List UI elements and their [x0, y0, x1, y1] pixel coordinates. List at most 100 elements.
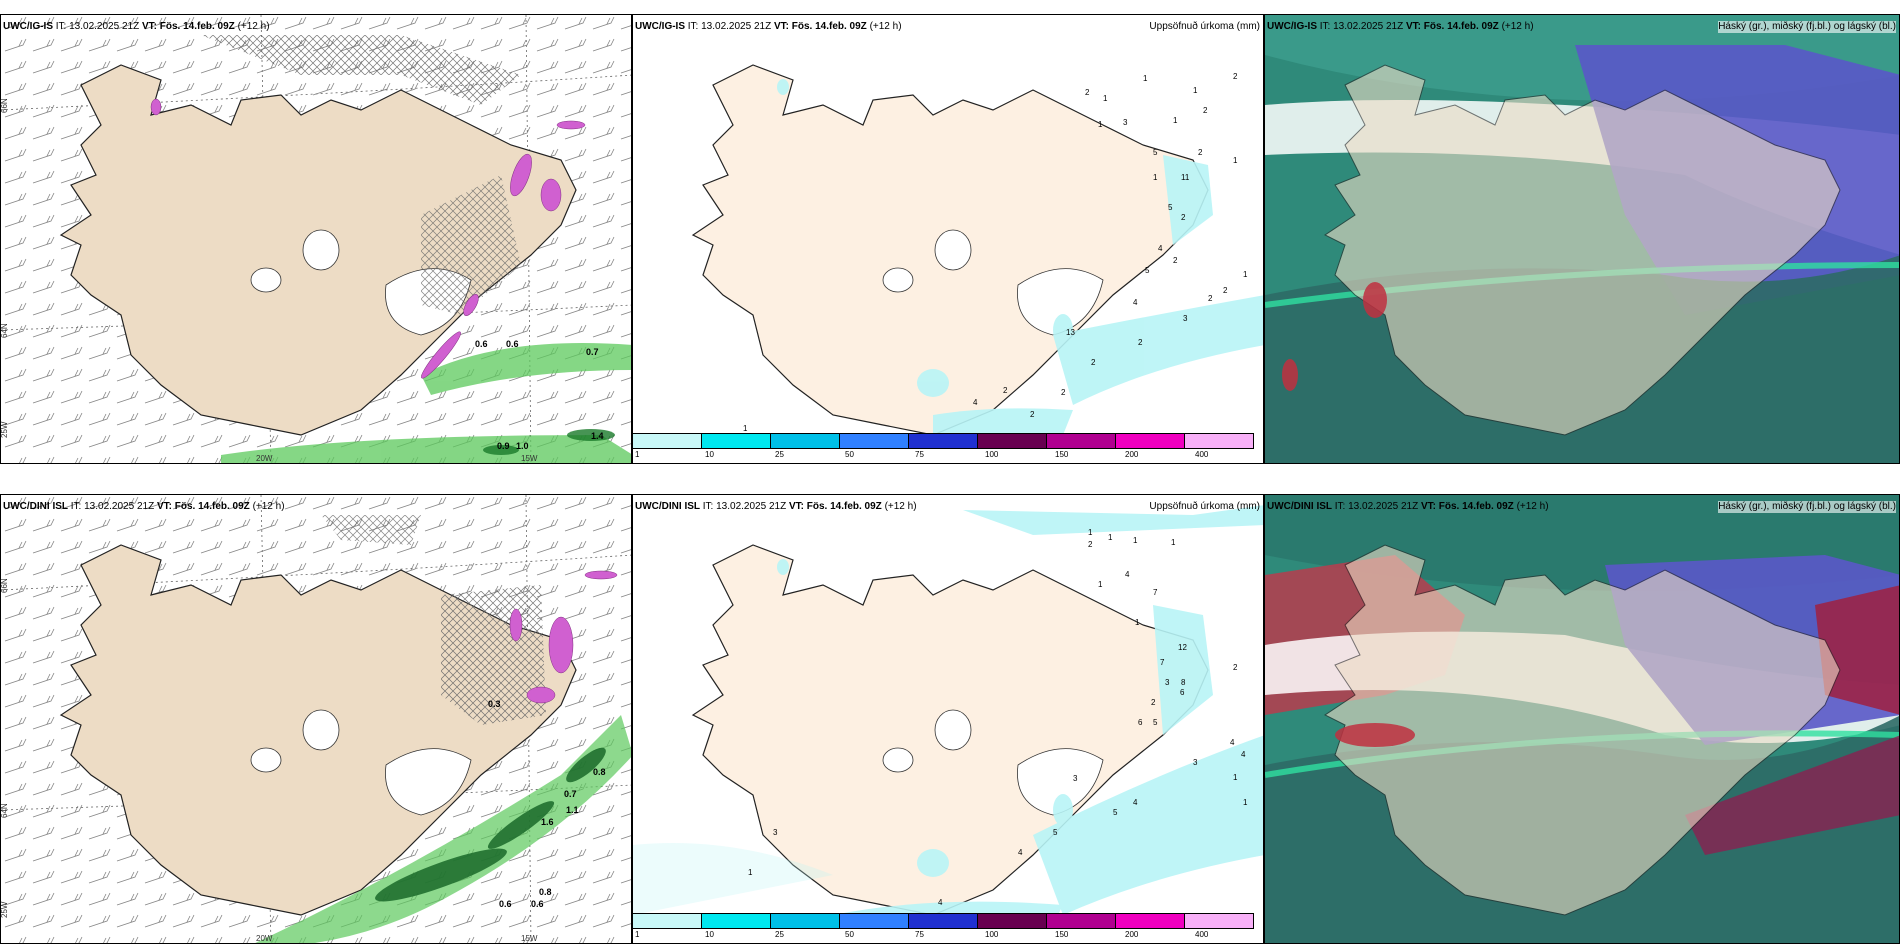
colorbar-segment — [977, 913, 1047, 929]
contour-label: 0.6 — [531, 899, 544, 909]
cloud-map-panel-bottom: UWC/DINI ISL IT: 13.02.2025 21Z VT: Fös.… — [1264, 494, 1900, 944]
colorbar-label: 10 — [705, 930, 714, 939]
colorbar-segment — [977, 433, 1047, 449]
colorbar-label: 200 — [1125, 930, 1139, 939]
svg-text:2: 2 — [1091, 358, 1096, 367]
svg-text:2: 2 — [1088, 540, 1093, 549]
colorbar-segment — [839, 433, 909, 449]
svg-text:5: 5 — [1168, 203, 1173, 212]
svg-text:20W: 20W — [256, 934, 273, 943]
iceland-landmass — [1324, 64, 1841, 436]
contour-label: 0.8 — [539, 887, 552, 897]
svg-text:4: 4 — [1125, 570, 1130, 579]
panel-header: UWC/DINI ISL IT: 13.02.2025 21Z VT: Fös.… — [1267, 501, 1549, 512]
precip-title: Uppsöfnuð úrkoma (mm) — [1149, 501, 1260, 512]
svg-text:1: 1 — [1243, 270, 1248, 279]
svg-text:3: 3 — [1123, 118, 1128, 127]
colorbar-label: 100 — [985, 930, 999, 939]
panel-header: UWC/DINI ISL IT: 13.02.2025 21Z VT: Fös.… — [3, 501, 285, 512]
contour-label: 1.6 — [541, 817, 554, 827]
contour-label: 0.7 — [586, 347, 599, 357]
svg-text:2: 2 — [1151, 698, 1156, 707]
wind-map-panel-top: 0.6 0.6 0.7 0.9 1.0 1.4 66N 64N 25W 20W … — [0, 14, 632, 464]
svg-text:7: 7 — [1160, 658, 1165, 667]
svg-text:8: 8 — [1181, 678, 1186, 687]
contour-label: 0.6 — [475, 339, 488, 349]
colorbar-label: 400 — [1195, 450, 1209, 459]
longitude-label: 20W — [256, 454, 273, 463]
colorbar-label: 25 — [775, 930, 784, 939]
latitude-label: 64N — [1, 323, 9, 338]
wind-map-panel-bottom: 0.8 0.7 1.1 1.6 0.6 0.6 0.8 0.3 66N 64N … — [0, 494, 632, 944]
contour-label: 0.6 — [499, 899, 512, 909]
contour-label: 1.0 — [516, 441, 529, 451]
svg-text:1: 1 — [1171, 538, 1176, 547]
precip-map-panel-top: 2 1 1 1 2 3 1 2 1 5 2 11 1 5 1 2 4 5 2 2… — [632, 14, 1264, 464]
colorbar: 1 10 25 50 75 100 150 200 400 — [633, 913, 1263, 939]
colorbar-label: 75 — [915, 930, 924, 939]
contour-label: 0.9 — [497, 441, 510, 451]
colorbar-segment — [1184, 913, 1254, 929]
svg-text:64N: 64N — [1, 803, 9, 818]
svg-text:1: 1 — [1135, 618, 1140, 627]
colorbar-label: 1 — [635, 930, 640, 939]
svg-text:2: 2 — [1233, 663, 1238, 672]
longitude-label: 15W — [521, 454, 538, 463]
colorbar-segment — [839, 913, 909, 929]
cloud-title: Háský (gr.), miðský (fj.bl.) og lágský (… — [1718, 21, 1896, 33]
svg-text:11: 11 — [1181, 173, 1190, 182]
svg-text:6: 6 — [1180, 688, 1185, 697]
svg-text:1: 1 — [1243, 798, 1248, 807]
contour-label: 0.3 — [488, 699, 501, 709]
cloud-map-top — [1265, 15, 1899, 463]
svg-text:4: 4 — [1018, 848, 1023, 857]
svg-text:13: 13 — [1066, 328, 1075, 337]
precip-map-bottom: 1 2 1 1 1 4 1 7 1 12 7 2 3 6 2 8 6 5 4 3… — [633, 505, 1263, 925]
svg-text:1: 1 — [1088, 528, 1093, 537]
svg-text:1: 1 — [1143, 74, 1148, 83]
precip-map-panel-bottom: 1 2 1 1 1 4 1 7 1 12 7 2 3 6 2 8 6 5 4 3… — [632, 494, 1264, 944]
colorbar-segment — [633, 433, 702, 449]
svg-text:1: 1 — [1153, 173, 1158, 182]
colorbar-segment — [908, 433, 978, 449]
precip-map-top: 2 1 1 1 2 3 1 2 1 5 2 11 1 5 1 2 4 5 2 2… — [691, 64, 1263, 442]
colorbar-segment — [770, 433, 840, 449]
svg-text:3: 3 — [1165, 678, 1170, 687]
colorbar-label: 10 — [705, 450, 714, 459]
colorbar-label: 25 — [775, 450, 784, 459]
longitude-label: 25W — [1, 421, 9, 438]
colorbar-segment — [701, 433, 771, 449]
svg-text:15W: 15W — [521, 934, 538, 943]
svg-text:2: 2 — [1223, 286, 1228, 295]
svg-text:4: 4 — [973, 398, 978, 407]
contour-label: 1.1 — [566, 805, 579, 815]
svg-text:3: 3 — [773, 828, 778, 837]
svg-text:4: 4 — [1230, 738, 1235, 747]
svg-text:4: 4 — [1158, 244, 1163, 253]
svg-text:3: 3 — [1183, 314, 1188, 323]
colorbar-label: 150 — [1055, 450, 1069, 459]
wind-map-bottom: 0.8 0.7 1.1 1.6 0.6 0.6 0.8 0.3 66N 64N … — [1, 495, 631, 943]
svg-text:3: 3 — [1073, 774, 1078, 783]
svg-text:5: 5 — [1145, 266, 1150, 275]
svg-text:2: 2 — [1181, 213, 1186, 222]
latitude-label: 66N — [1, 98, 9, 113]
svg-text:4: 4 — [1133, 298, 1138, 307]
svg-text:1: 1 — [1233, 156, 1238, 165]
colorbar-label: 150 — [1055, 930, 1069, 939]
cloud-map-bottom — [1265, 495, 1899, 943]
svg-text:1: 1 — [1098, 120, 1103, 129]
panel-header: UWC/IG-IS IT: 13.02.2025 21Z VT: Fös. 14… — [1267, 21, 1534, 32]
contour-label: 1.4 — [591, 431, 604, 441]
svg-text:2: 2 — [1203, 106, 1208, 115]
iceland-landmass — [1324, 544, 1841, 916]
svg-text:2: 2 — [1085, 88, 1090, 97]
colorbar-label: 200 — [1125, 450, 1139, 459]
svg-text:1: 1 — [1133, 536, 1138, 545]
svg-text:1: 1 — [1193, 86, 1198, 95]
svg-text:5: 5 — [1153, 148, 1158, 157]
svg-text:1: 1 — [748, 868, 753, 877]
colorbar: 1 10 25 50 75 100 150 200 400 — [633, 433, 1263, 459]
svg-text:1: 1 — [1233, 773, 1238, 782]
contour-label: 0.8 — [593, 767, 606, 777]
